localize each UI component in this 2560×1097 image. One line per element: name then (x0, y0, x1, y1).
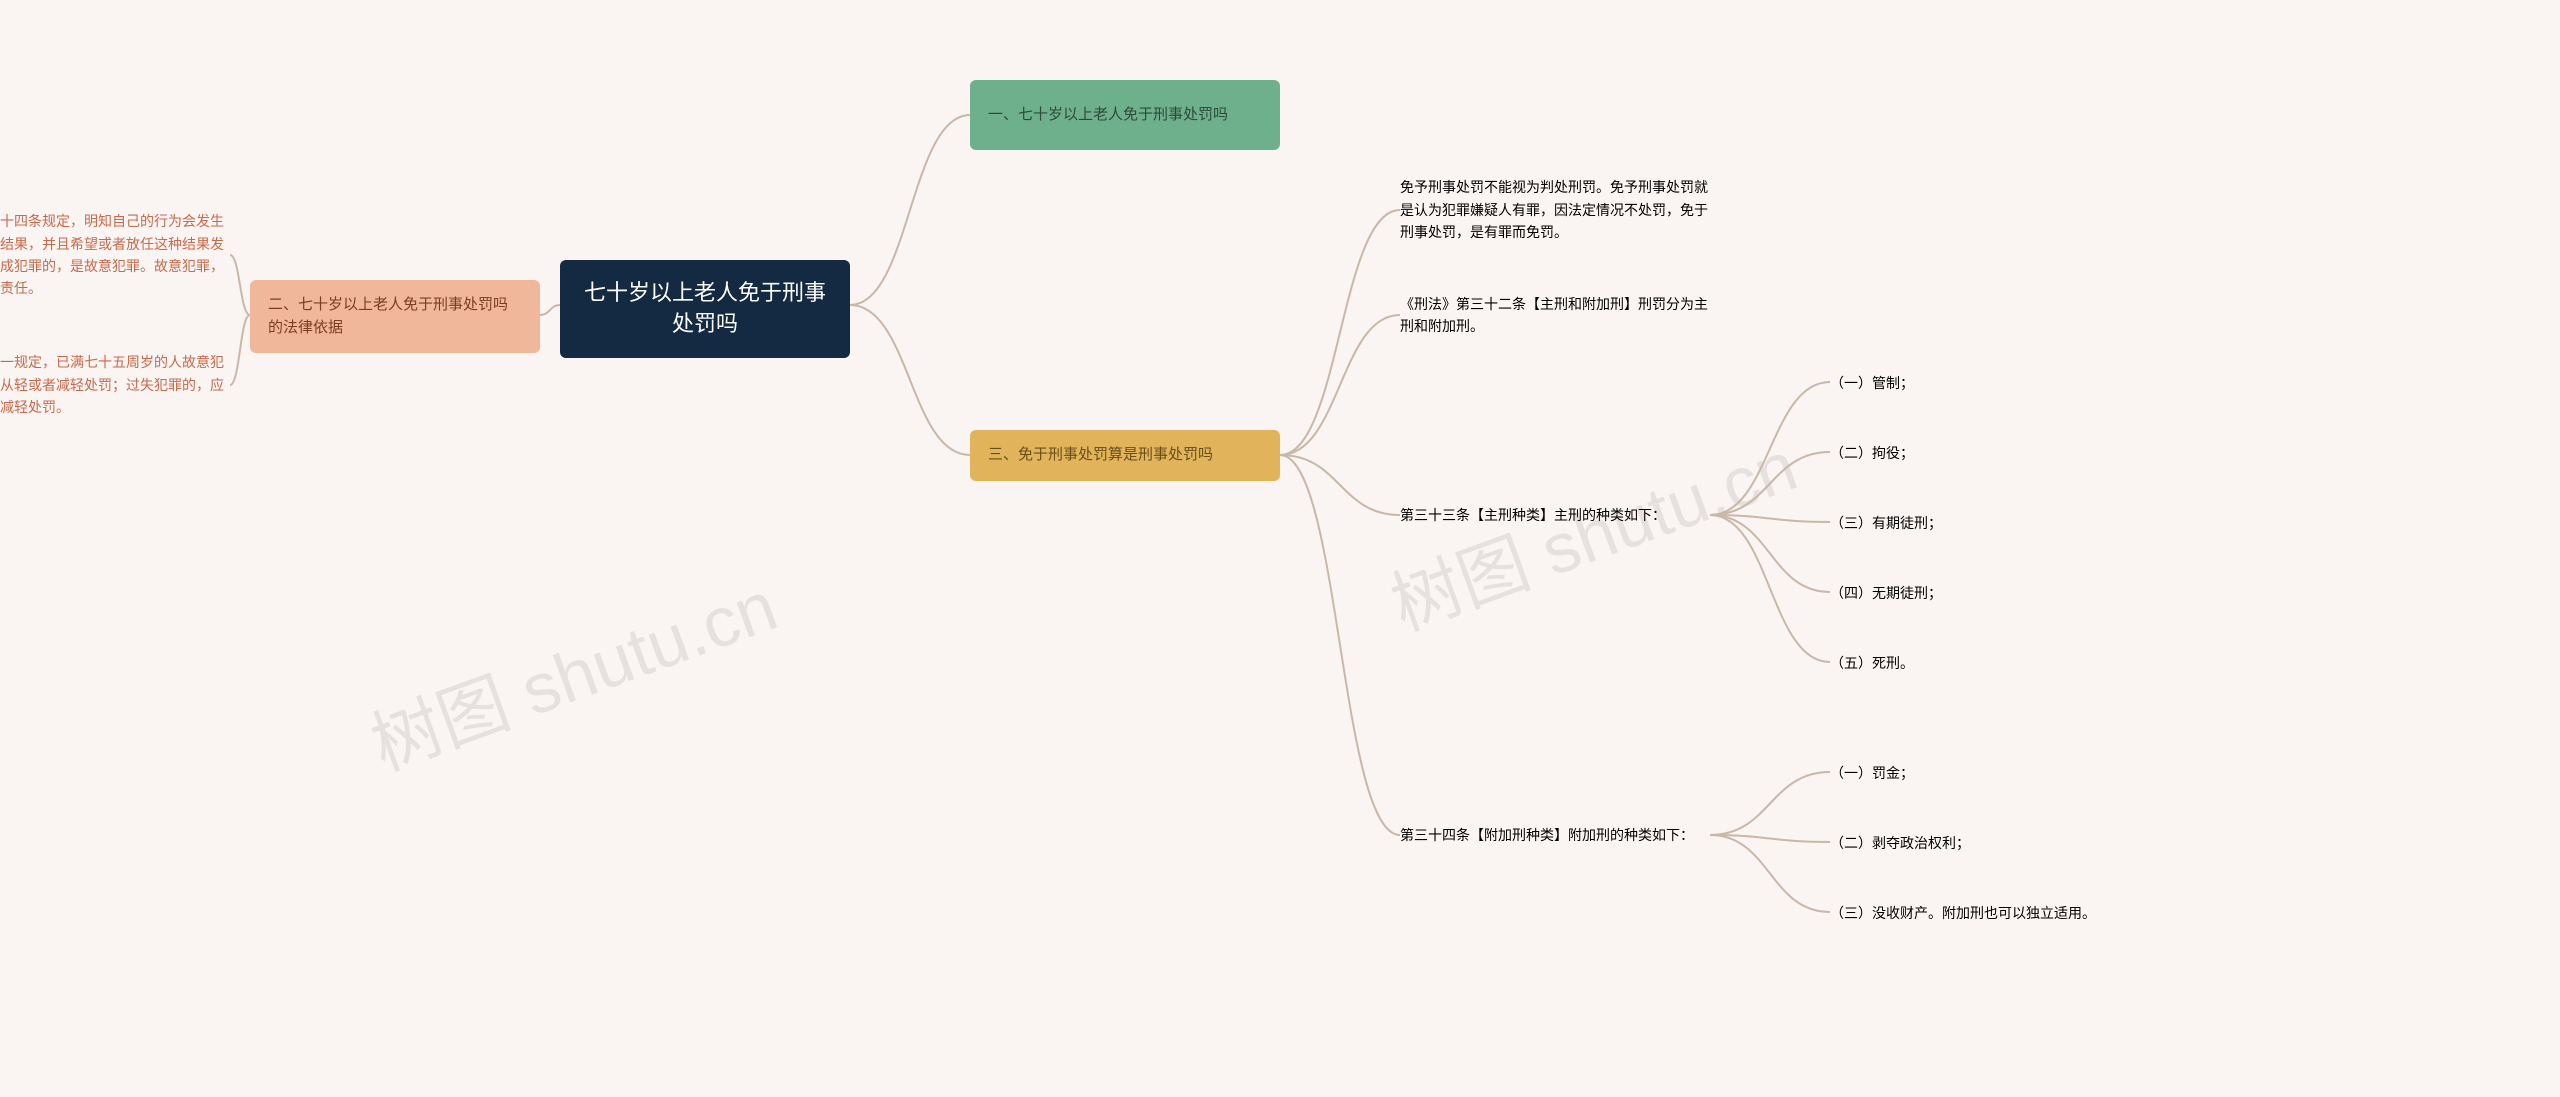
node-label: 二、七十岁以上老人免于刑事处罚吗的法律依据 (268, 294, 522, 339)
node-label: （五）死刑。 (1830, 652, 1914, 674)
node-label: （三）有期徒刑； (1830, 512, 1942, 534)
mindmap-node[interactable]: 七十岁以上老人免于刑事处罚吗 (560, 260, 850, 358)
node-label: 第三十三条【主刑种类】主刑的种类如下： (1400, 504, 1666, 526)
mindmap-node[interactable]: （二）剥夺政治权利； (1830, 830, 2130, 856)
mindmap-node[interactable]: 三、免于刑事处罚算是刑事处罚吗 (970, 430, 1280, 481)
mindmap-node[interactable]: （一）管制； (1830, 370, 2030, 396)
node-label: （一）管制； (1830, 372, 1914, 394)
mindmap-node[interactable]: 《刑法》第三十二条【主刑和附加刑】刑罚分为主刑和附加刑。 (1400, 290, 1710, 340)
node-label: （三）没收财产。附加刑也可以独立适用。 (1830, 902, 2096, 924)
node-label: 三、免于刑事处罚算是刑事处罚吗 (988, 444, 1213, 467)
node-label: 七十岁以上老人免于刑事处罚吗 (582, 278, 828, 340)
node-label: （二）拘役； (1830, 442, 1914, 464)
node-label: 《刑法》第十四条规定，明知自己的行为会发生危害社会的结果，并且希望或者放任这种结… (0, 210, 230, 300)
node-label: （二）剥夺政治权利； (1830, 832, 1970, 854)
mindmap-node[interactable]: 免予刑事处罚不能视为判处刑罚。免予刑事处罚就是认为犯罪嫌疑人有罪，因法定情况不处… (1400, 165, 1710, 255)
node-label: 第三十四条【附加刑种类】附加刑的种类如下： (1400, 824, 1694, 846)
watermark: 树图 shutu.cn (356, 551, 789, 791)
mindmap-node[interactable]: （三）没收财产。附加刑也可以独立适用。 (1830, 900, 2150, 926)
node-label: （一）罚金； (1830, 762, 1914, 784)
mindmap-node[interactable]: （四）无期徒刑； (1830, 580, 2030, 606)
mindmap-node[interactable]: 《刑法》第十四条规定，明知自己的行为会发生危害社会的结果，并且希望或者放任这种结… (0, 200, 230, 310)
node-label: 第十七条之一规定，已满七十五周岁的人故意犯罪的，可以从轻或者减轻处罚；过失犯罪的… (0, 351, 230, 418)
node-label: （四）无期徒刑； (1830, 582, 1942, 604)
mindmap-node[interactable]: 第十七条之一规定，已满七十五周岁的人故意犯罪的，可以从轻或者减轻处罚；过失犯罪的… (0, 340, 230, 430)
mindmap-node[interactable]: 二、七十岁以上老人免于刑事处罚吗的法律依据 (250, 280, 540, 353)
mindmap-canvas: 树图 shutu.cn 树图 shutu.cn 七十岁以上老人免于刑事处罚吗 一、七十… (0, 0, 2560, 1097)
mindmap-node[interactable]: 第三十四条【附加刑种类】附加刑的种类如下： (1400, 810, 1710, 860)
mindmap-node[interactable]: （二）拘役； (1830, 440, 2030, 466)
connector-layer (0, 0, 2560, 1097)
mindmap-node[interactable]: （五）死刑。 (1830, 650, 2030, 676)
node-label: 一、七十岁以上老人免于刑事处罚吗 (988, 104, 1228, 127)
watermark: 树图 shutu.cn (1376, 411, 1809, 651)
node-label: 免予刑事处罚不能视为判处刑罚。免予刑事处罚就是认为犯罪嫌疑人有罪，因法定情况不处… (1400, 176, 1710, 243)
node-label: 《刑法》第三十二条【主刑和附加刑】刑罚分为主刑和附加刑。 (1400, 293, 1710, 338)
mindmap-node[interactable]: （一）罚金； (1830, 760, 2130, 786)
mindmap-node[interactable]: （三）有期徒刑； (1830, 510, 2030, 536)
mindmap-node[interactable]: 第三十三条【主刑种类】主刑的种类如下： (1400, 500, 1710, 530)
mindmap-node[interactable]: 一、七十岁以上老人免于刑事处罚吗 (970, 80, 1280, 150)
